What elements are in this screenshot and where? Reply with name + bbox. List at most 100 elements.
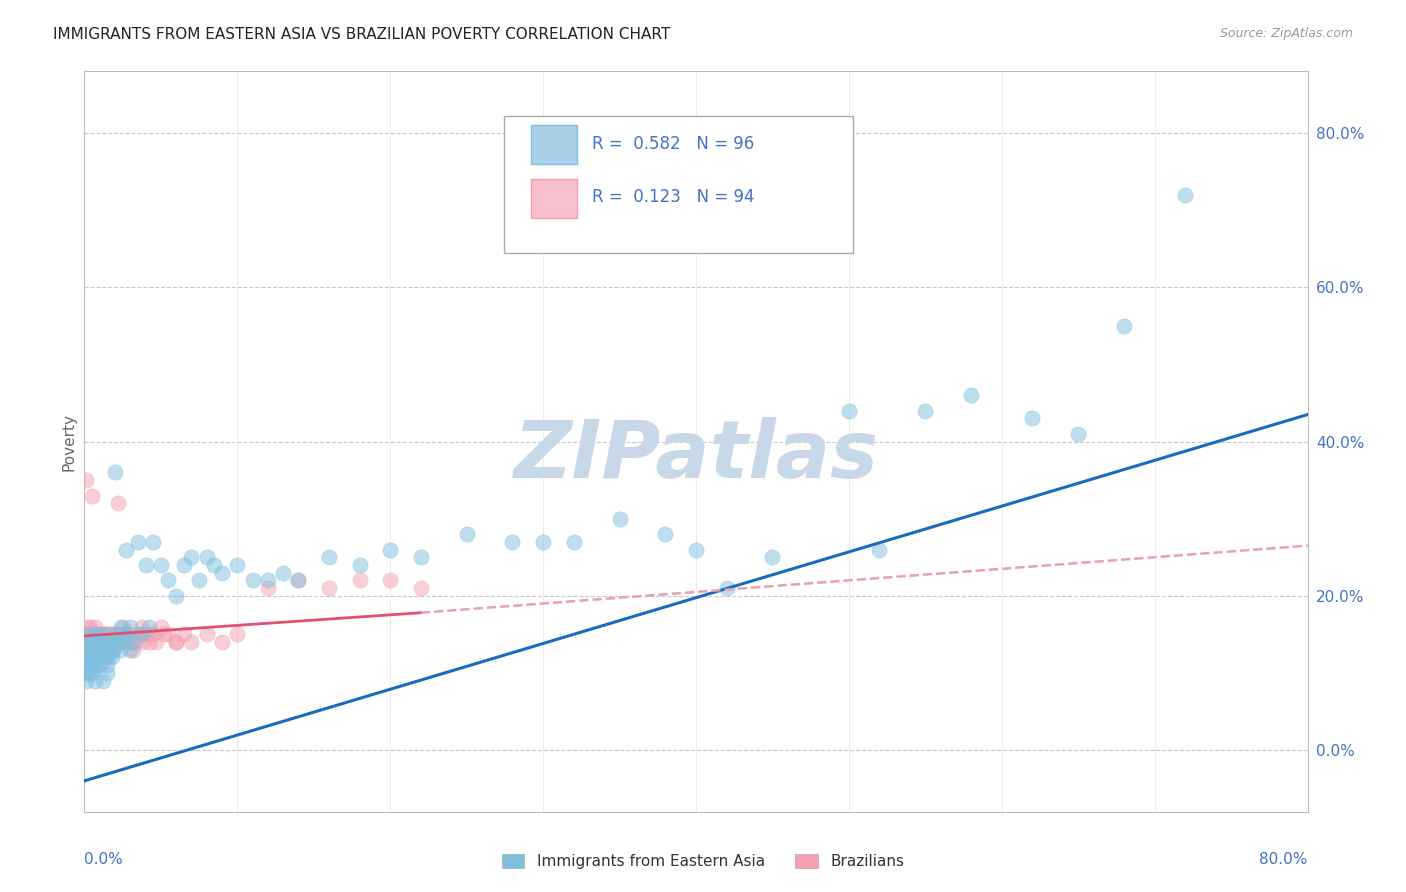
Point [380, 542, 402, 557]
Point [89, 642, 111, 657]
Point [91, 635, 114, 649]
Point [80, 642, 103, 657]
Point [86, 658, 108, 673]
Point [98, 627, 121, 641]
Point [120, 627, 142, 641]
Point [122, 642, 145, 657]
Point [120, 619, 142, 633]
Point [83, 642, 105, 657]
Text: R =  0.123   N = 94: R = 0.123 N = 94 [592, 188, 755, 206]
Point [77, 650, 100, 665]
Point [75, 627, 97, 641]
Point [80, 650, 103, 665]
Point [90, 635, 112, 649]
FancyBboxPatch shape [531, 179, 578, 218]
Point [84, 673, 107, 688]
Point [157, 627, 180, 641]
Point [84, 627, 107, 641]
Point [97, 635, 120, 649]
Point [149, 558, 172, 572]
Text: R =  0.582   N = 96: R = 0.582 N = 96 [592, 135, 754, 153]
Point [96, 642, 118, 657]
Point [104, 466, 127, 480]
Point [188, 574, 211, 588]
Point [75, 650, 97, 665]
Point [111, 635, 134, 649]
Point [101, 635, 124, 649]
Point [80, 489, 103, 503]
Point [105, 635, 128, 649]
Point [145, 635, 167, 649]
Point [80, 665, 103, 680]
Point [609, 511, 631, 525]
Point [101, 642, 124, 657]
Point [76, 619, 98, 633]
Point [75, 673, 97, 688]
Point [80, 650, 103, 665]
Point [83, 658, 105, 673]
Point [502, 534, 524, 549]
Point [93, 642, 115, 657]
Point [120, 635, 142, 649]
Point [97, 635, 120, 649]
Text: IMMIGRANTS FROM EASTERN ASIA VS BRAZILIAN POVERTY CORRELATION CHART: IMMIGRANTS FROM EASTERN ASIA VS BRAZILIA… [53, 27, 671, 42]
Point [77, 635, 100, 649]
Point [96, 642, 118, 657]
Point [86, 635, 108, 649]
Point [138, 627, 160, 641]
Point [76, 650, 98, 665]
Point [165, 635, 187, 649]
Point [98, 642, 121, 657]
Point [131, 635, 153, 649]
Point [349, 574, 371, 588]
Point [83, 635, 105, 649]
Point [80, 627, 103, 641]
Point [86, 642, 108, 657]
Point [91, 650, 114, 665]
Point [110, 619, 132, 633]
Point [101, 635, 124, 649]
Point [226, 627, 249, 641]
FancyBboxPatch shape [503, 116, 852, 252]
Point [79, 665, 101, 680]
Point [135, 558, 157, 572]
Point [120, 642, 142, 657]
Point [79, 619, 101, 633]
Point [131, 619, 153, 633]
Legend: Immigrants from Eastern Asia, Brazilians: Immigrants from Eastern Asia, Brazilians [495, 848, 911, 875]
Point [86, 650, 108, 665]
Point [380, 574, 402, 588]
Point [115, 627, 138, 641]
Point [83, 627, 105, 641]
Point [654, 527, 676, 541]
Point [103, 642, 125, 657]
Point [84, 650, 107, 665]
Point [87, 642, 110, 657]
Point [91, 642, 114, 657]
Point [87, 642, 110, 657]
Point [77, 635, 100, 649]
Point [153, 627, 176, 641]
Point [101, 650, 124, 665]
Point [142, 627, 165, 641]
Point [75, 642, 97, 657]
Point [127, 627, 149, 641]
Point [127, 534, 149, 549]
Point [104, 627, 127, 641]
Point [108, 642, 131, 657]
Point [318, 581, 340, 595]
Point [79, 642, 101, 657]
Point [77, 658, 100, 673]
Point [111, 619, 134, 633]
Point [138, 635, 160, 649]
Point [107, 627, 129, 641]
Point [180, 550, 202, 565]
Point [257, 581, 280, 595]
Point [83, 650, 105, 665]
Point [127, 627, 149, 641]
Point [93, 627, 115, 641]
Point [195, 550, 218, 565]
Point [84, 619, 107, 633]
Point [87, 642, 110, 657]
Point [562, 534, 585, 549]
